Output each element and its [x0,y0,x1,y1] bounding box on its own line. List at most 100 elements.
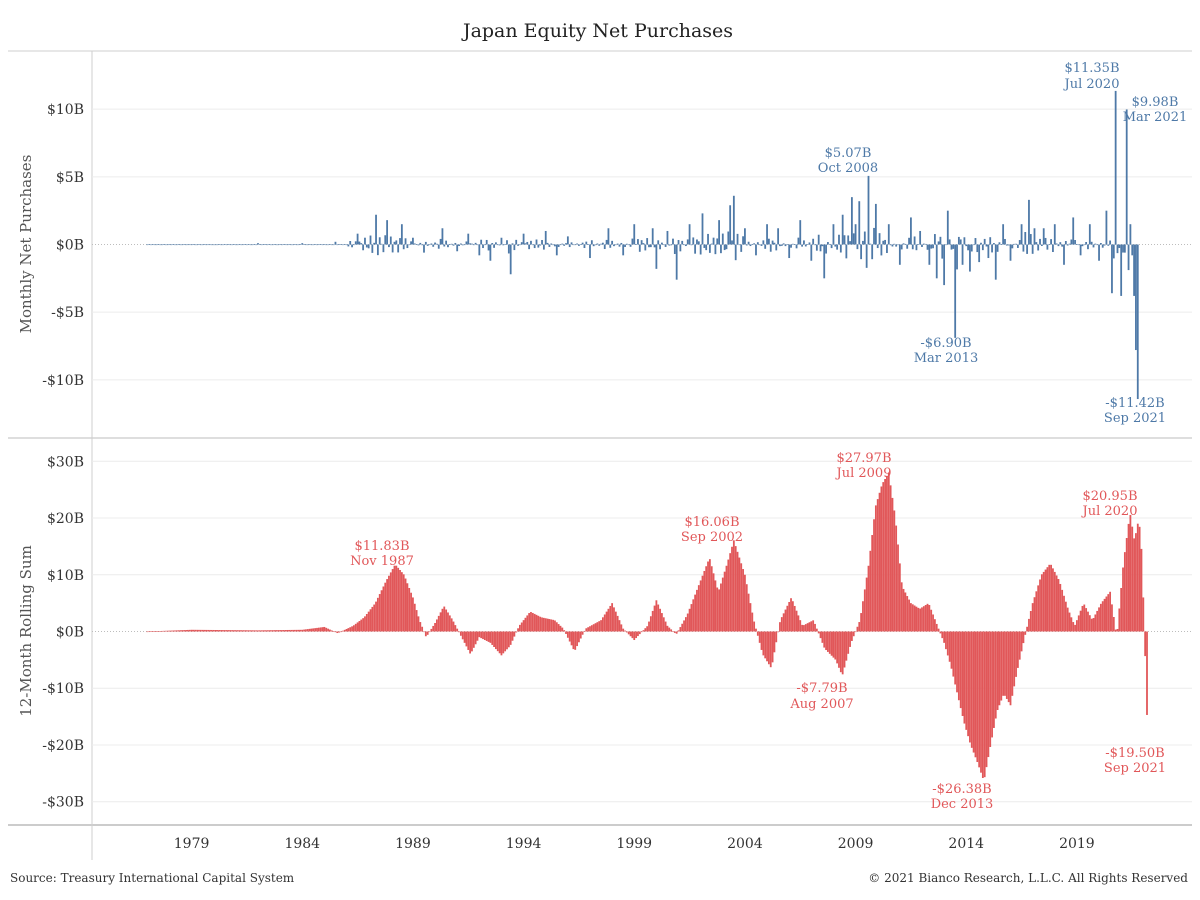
bottom-bar [531,612,534,632]
bottom-bar [1031,603,1034,632]
bottom-bar [825,631,827,651]
top-bar [640,240,643,245]
bottom-bar [317,627,320,632]
bottom-bar [461,631,464,640]
top-bar [878,233,881,245]
bottom-bar [856,626,859,632]
top-bar [246,244,248,246]
top-bar [270,244,272,246]
top-bar [618,244,621,247]
bottom-bar [672,631,674,632]
top-bar [609,244,612,248]
bottom-bar [227,630,230,632]
top-bar [876,244,879,249]
top-bar [415,244,418,245]
bottom-bar [321,627,324,632]
top-bar [214,244,217,246]
top-bar [334,241,337,245]
top-bar [1099,243,1102,245]
bottom-bar [777,631,780,633]
bottom-bar [624,630,626,632]
bottom-bar [648,621,650,632]
top-bar [734,244,737,261]
bottom-bar [616,615,619,632]
top-bar [495,242,497,245]
bottom-bar [572,631,575,650]
bottom-bar [976,631,979,763]
x-tick-label: 2009 [838,836,874,852]
bottom-y-tick-label: -$10B [42,681,84,697]
top-bar [222,244,224,246]
annotation-bottom-dec2013-date: Dec 2013 [931,797,994,812]
annotation-top-oct2008-value: $5.07B [825,146,872,161]
top-bar [633,224,636,245]
bottom-bar [817,631,820,634]
top-bar [849,241,851,245]
top-bar [306,244,309,246]
top-bar [201,244,204,246]
top-bar [168,244,171,246]
bottom-bar [467,631,470,650]
top-bar [159,244,162,246]
bottom-bar [550,619,553,632]
top-bar [1070,239,1073,245]
bottom-bar [338,631,341,633]
top-bar [1022,244,1025,252]
top-bar [295,244,298,246]
top-bar [469,243,472,245]
bottom-bar [675,631,678,634]
top-bar [148,244,151,245]
bottom-bar [814,623,816,632]
top-bar [921,244,923,247]
bottom-bar [950,631,953,669]
footer-copyright: © 2021 Bianco Research, L.L.C. All Right… [868,871,1188,885]
bottom-bar [891,497,894,632]
bottom-bar [566,631,569,638]
top-bar [1031,244,1034,254]
top-bar [760,244,763,246]
bottom-bar [998,631,1001,706]
bottom-bar [199,629,202,632]
bottom-bar [312,628,315,632]
top-bar [164,244,167,246]
bottom-bar [928,605,931,632]
bottom-bar [360,619,363,632]
bottom-bar [793,605,796,632]
top-bar [301,243,304,245]
top-bar [928,244,931,265]
bottom-bar [170,630,173,632]
top-bar [742,236,744,245]
top-bar [266,244,269,246]
bottom-bar [1127,523,1130,632]
bottom-bar [314,628,317,632]
top-bar [782,243,785,245]
top-bar [1111,244,1113,294]
bottom-bar [262,630,265,632]
top-bar [550,243,553,245]
top-bar [945,244,947,246]
top-bar [194,244,197,246]
bottom-bar [212,629,215,632]
top-bar [507,244,510,254]
top-bar [336,244,339,246]
bottom-bar [413,603,416,632]
bottom-bar [185,630,187,632]
bottom-bar [391,569,394,632]
bottom-bar [175,630,178,632]
top-bar [310,244,313,246]
bottom-bar [472,631,475,648]
top-bar [795,244,798,249]
bottom-bar [1068,612,1071,632]
annotation-top-mar2013-value: -$6.90B [920,336,971,351]
bottom-bar [354,623,357,632]
bottom-bar [605,611,608,632]
bottom-bar [489,631,492,643]
bottom-bar [1009,631,1012,706]
bottom-bar [845,631,848,661]
annotation-bottom-aug2007-date: Aug 2007 [789,697,853,712]
bottom-bar [871,535,874,632]
top-bar [380,243,383,245]
top-bar [863,231,866,245]
bottom-bar [535,614,538,632]
top-bar [677,240,680,245]
